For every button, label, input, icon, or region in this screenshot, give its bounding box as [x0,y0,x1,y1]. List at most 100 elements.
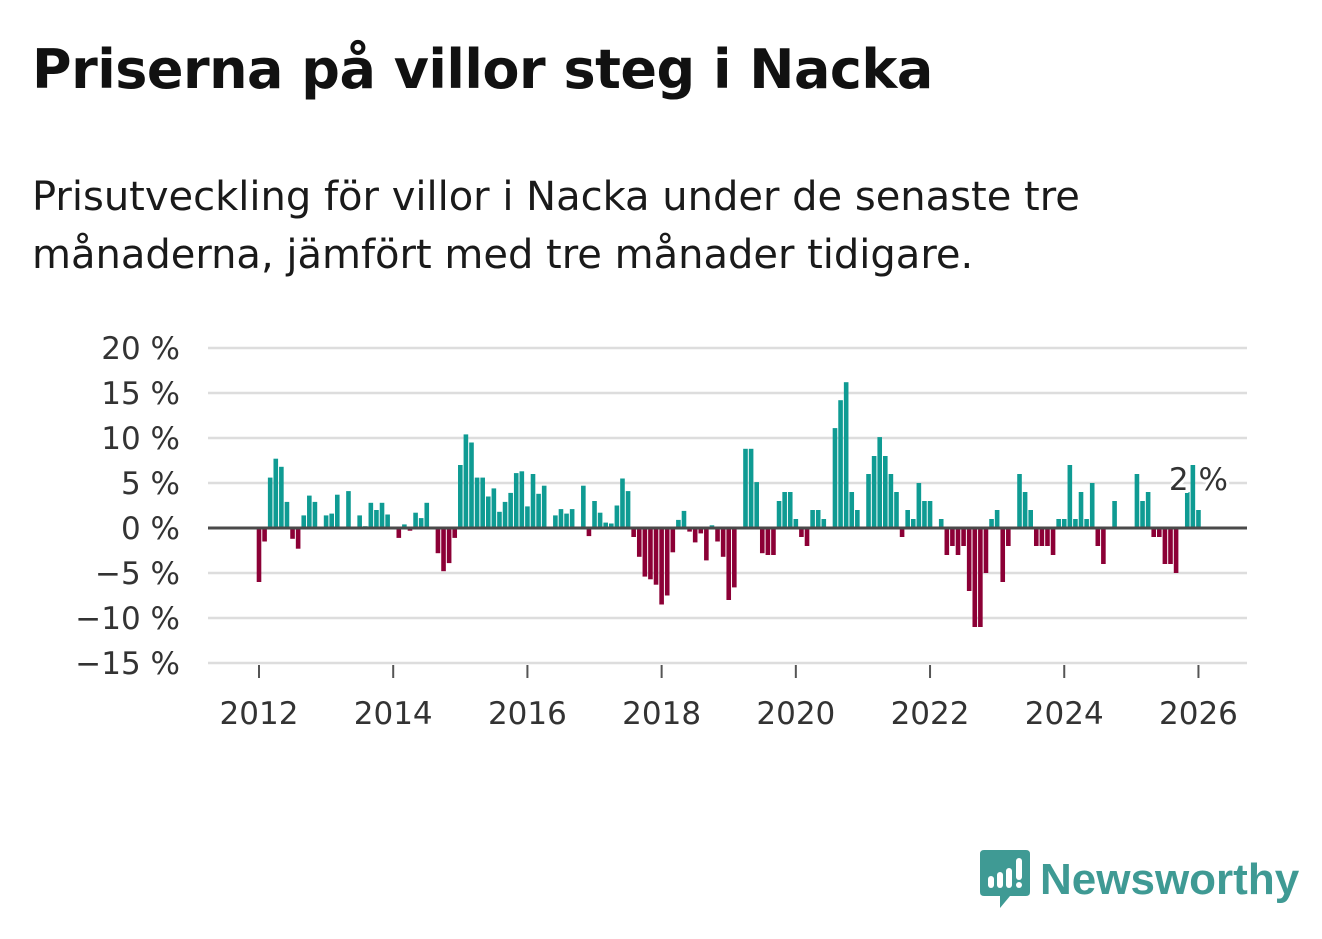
bar [944,528,950,555]
bar [1050,528,1056,555]
bar [1006,528,1011,546]
x-tick-label: 2022 [891,696,970,732]
bar [301,515,307,528]
bar [838,400,843,528]
bar [648,528,653,580]
bar [698,528,704,534]
bar [525,506,530,528]
bar [676,519,681,528]
bar [1061,519,1067,528]
bar [1084,519,1089,528]
bar [620,478,625,528]
bar [1073,519,1078,528]
bar [295,528,301,549]
bar [994,510,1000,528]
bar [726,528,732,600]
bar [469,442,474,528]
bar [1196,510,1201,528]
bar [441,528,446,572]
bar [368,502,374,528]
bar [815,510,821,528]
bar [357,515,362,528]
bar [312,501,318,528]
bar [463,434,469,528]
bar [871,456,877,528]
bar [541,485,547,528]
bar [569,509,575,528]
bar [927,501,933,528]
y-tick-label: 5 % [121,466,180,502]
bar [1151,528,1157,537]
x-tick-label: 2020 [756,696,835,732]
bar [631,528,636,537]
y-tick-label: 0 % [121,511,180,547]
bar [899,528,905,537]
bar [950,528,955,546]
chart-subtitle: Prisutveckling för villor i Nacka under … [32,174,1080,278]
bar [732,528,737,588]
bar [1078,492,1084,528]
bar [966,528,972,591]
y-tick-label: −15 % [75,646,180,682]
bar [754,482,759,528]
bar [379,502,385,528]
bar [922,501,927,528]
bar [262,528,267,542]
bar [485,496,491,528]
bar [497,511,502,528]
bar [720,528,726,557]
bar [267,477,273,528]
bar [955,528,961,555]
bar [1000,528,1006,582]
bar [759,528,765,554]
newsworthy-logo: Newsworthy [980,850,1299,910]
bar [581,485,586,528]
bar [681,510,687,528]
bar [614,505,620,528]
bar [810,510,815,528]
x-tick-label: 2024 [1025,696,1104,732]
bar [480,477,485,528]
y-tick-label: −5 % [95,556,180,592]
bar [1045,528,1050,546]
bar [1089,483,1095,528]
bar [603,522,608,528]
bar [1168,528,1173,564]
bar [284,501,290,528]
x-tick-label: 2026 [1159,696,1238,732]
bar [1173,528,1179,573]
bar [1022,492,1028,528]
bar [978,528,983,627]
bar [748,448,754,528]
bar [374,510,379,528]
bar [474,477,480,528]
bar [715,528,720,542]
bar [334,494,340,528]
last-value-label: 2 % [1169,462,1228,498]
bar [458,465,463,528]
bar [776,501,782,528]
bar [564,513,569,528]
bar [508,492,513,528]
y-tick-label: −10 % [75,601,180,637]
bar [664,528,670,596]
bar [307,495,312,528]
bar [704,528,709,561]
bar [782,492,787,528]
bar [502,501,508,528]
bar [1067,465,1073,528]
bar [609,523,614,528]
bar [597,512,603,528]
bar [346,491,351,528]
chart-speech-bubble-icon [980,850,1030,908]
bar [972,528,978,627]
bar [1017,474,1022,528]
bar [553,515,558,528]
bar [1028,510,1033,528]
bar [1134,474,1140,528]
bar [771,528,776,555]
bar [888,474,894,528]
y-tick-label: 10 % [101,421,180,457]
bar [849,492,855,528]
